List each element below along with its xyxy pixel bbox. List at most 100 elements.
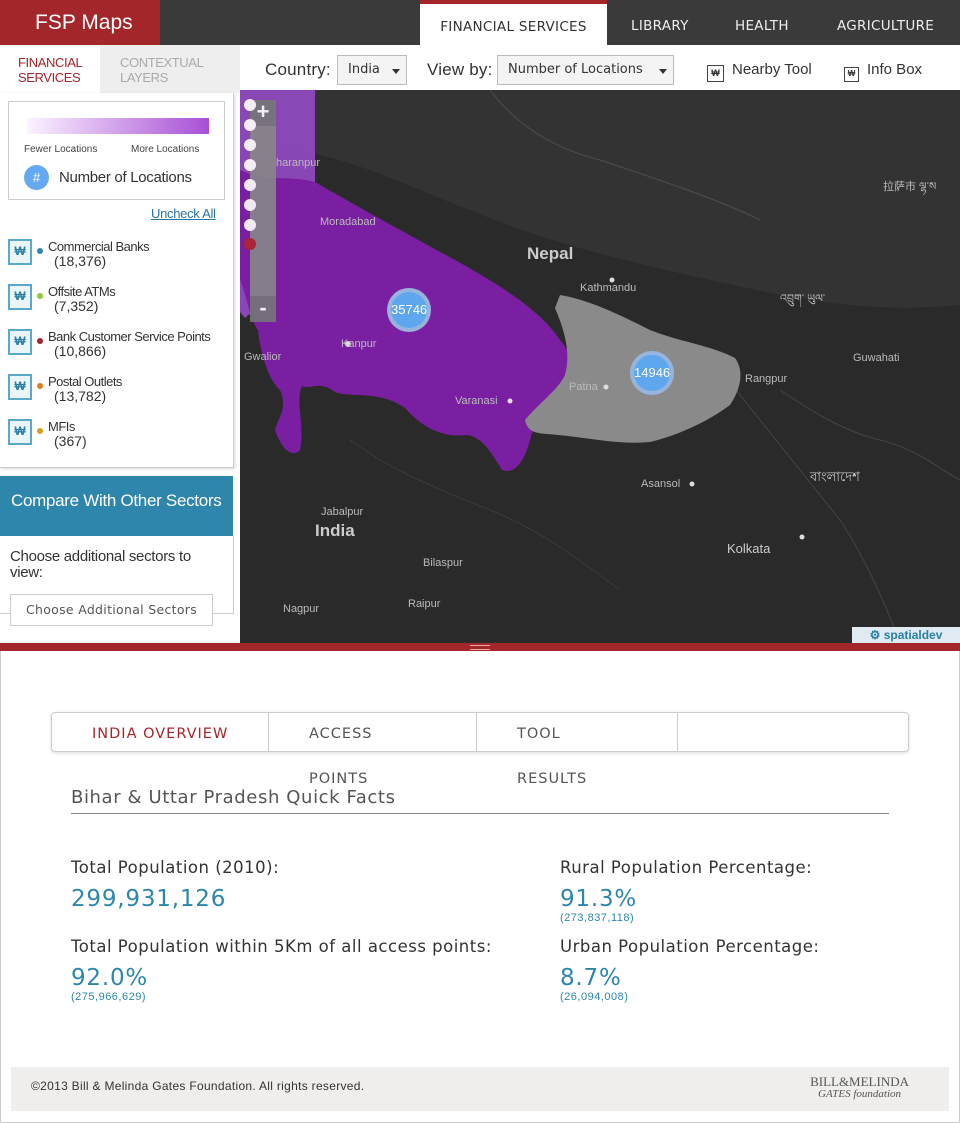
border-line: [779, 389, 960, 481]
compare-prompt: Choose additional sectors to view:: [10, 548, 191, 581]
city-marker: [603, 384, 609, 390]
map-label-varanasi: Varanasi: [455, 395, 498, 407]
footer: ©2013 Bill & Melinda Gates Foundation. A…: [11, 1067, 949, 1111]
hash-icon: #: [24, 165, 49, 190]
map-label-kanpur: Kanpur: [341, 338, 377, 350]
country-label: Country:: [265, 60, 331, 79]
map-label-saharanpur: haranpur: [276, 157, 321, 169]
layer-commercial-banks[interactable]: ₩ Commercial Banks (18,376): [8, 239, 233, 273]
layer-name: Commercial Banks: [48, 239, 150, 254]
viewby-select[interactable]: Number of Locations: [497, 55, 674, 85]
map-label-bangladesh: বাংলাদেশ: [810, 469, 860, 484]
legend-gradient: [27, 118, 209, 134]
bank-icon[interactable]: ₩: [8, 239, 32, 265]
himalaya-region: [240, 90, 960, 308]
bank-icon[interactable]: ₩: [8, 329, 32, 355]
layer-color-dot: [37, 338, 43, 344]
layer-color-dot: [37, 293, 43, 299]
city-marker: [799, 534, 805, 540]
tab-tool-results[interactable]: TOOL: [517, 726, 561, 742]
zoom-level-dot[interactable]: [244, 119, 256, 131]
border-line: [349, 439, 621, 591]
country-select[interactable]: India: [337, 55, 407, 85]
zoom-level-dot[interactable]: [244, 179, 256, 191]
bank-icon[interactable]: ₩: [8, 284, 32, 310]
bottom-tabs-bar: [51, 712, 909, 752]
within5km-sub: (275,966,629): [71, 991, 146, 1003]
panel-divider[interactable]: [0, 643, 960, 651]
map-label-nagpur: Nagpur: [283, 603, 320, 615]
viewby-label: View by:: [427, 60, 493, 79]
zoom-control: + -: [244, 99, 276, 322]
app-title[interactable]: FSP Maps: [0, 0, 160, 45]
tab-financial-services-label: FINANCIAL SERVICES: [18, 55, 82, 85]
zoom-level-dot[interactable]: [244, 199, 256, 211]
map-label-india: India: [315, 521, 355, 540]
layer-name: Offsite ATMs: [48, 284, 116, 299]
tab-access-points[interactable]: ACCESS: [309, 726, 373, 742]
bank-icon[interactable]: ₩: [8, 374, 32, 400]
nav-health[interactable]: HEALTH: [735, 18, 789, 34]
layer-postal-outlets[interactable]: ₩ Postal Outlets (13,782): [8, 374, 233, 408]
nav-agriculture[interactable]: AGRICULTURE: [837, 18, 935, 34]
total-population-label: Total Population (2010):: [71, 858, 280, 877]
map-label-raipur: Raipur: [408, 598, 441, 610]
rural-value: 91.3%: [560, 886, 638, 912]
bank-icon[interactable]: ₩: [8, 419, 32, 445]
map-attribution[interactable]: ⚙ spatialdev: [852, 627, 960, 643]
choose-sectors-button[interactable]: Choose Additional Sectors: [10, 594, 213, 626]
zoom-level-dot[interactable]: [244, 159, 256, 171]
country-select-value: India: [348, 62, 380, 77]
quick-facts-title: Bihar & Uttar Pradesh Quick Facts: [71, 787, 889, 814]
map-canvas[interactable]: haranpur Moradabad Nepal Kathmandu 拉萨市 ལ…: [240, 90, 960, 643]
nav-financial-services[interactable]: FINANCIAL SERVICES: [420, 0, 607, 45]
nearby-tool-label: Nearby Tool: [732, 61, 812, 78]
map-label-kathmandu: Kathmandu: [580, 282, 637, 294]
tab-tool-results-line2[interactable]: RESULTS: [517, 771, 588, 787]
layer-offsite-atms[interactable]: ₩ Offsite ATMs (7,352): [8, 284, 233, 318]
nearby-tool-icon: ₩: [707, 65, 724, 82]
map-label-bhutan: འབྲུག་ ཡུལ་: [780, 293, 826, 305]
gear-icon: ⚙: [869, 628, 881, 642]
tab-india-overview[interactable]: INDIA OVERVIEW: [92, 726, 229, 742]
zoom-level-dot-active[interactable]: [244, 238, 256, 250]
legend-metric-label: Number of Locations: [59, 169, 192, 186]
layer-mfis[interactable]: ₩ MFIs (367): [8, 419, 233, 453]
legend-more-label: More Locations: [131, 144, 200, 155]
resize-grip-icon[interactable]: [470, 645, 490, 650]
chevron-down-icon: [659, 69, 667, 74]
nearby-tool-button[interactable]: ₩ Nearby Tool: [707, 61, 812, 82]
map-label-moradabad: Moradabad: [320, 216, 376, 228]
logo-line1: BILL&MELINDA: [810, 1074, 909, 1089]
tab-financial-services[interactable]: FINANCIAL SERVICES: [0, 45, 100, 93]
within5km-value: 92.0%: [71, 965, 149, 991]
legend-fewer-label: Fewer Locations: [24, 144, 98, 155]
zoom-level-dot[interactable]: [244, 99, 256, 111]
tab-contextual-layers[interactable]: CONTEXTUAL LAYERS: [100, 45, 240, 93]
urban-label: Urban Population Percentage:: [560, 937, 820, 956]
urban-value: 8.7%: [560, 965, 622, 991]
cluster-marker-bihar[interactable]: 14946: [630, 351, 674, 395]
zoom-level-dot[interactable]: [244, 219, 256, 231]
layer-color-dot: [37, 383, 43, 389]
info-box-label: Info Box: [867, 61, 923, 78]
legend-box: Fewer Locations More Locations # Number …: [8, 101, 225, 200]
viewby-select-value: Number of Locations: [508, 62, 643, 77]
tab-access-points-line2[interactable]: POINTS: [309, 771, 369, 787]
urban-sub: (26,094,008): [560, 991, 629, 1003]
copyright-text: ©2013 Bill & Melinda Gates Foundation. A…: [31, 1079, 365, 1093]
cluster-marker-up[interactable]: 35746: [387, 288, 431, 332]
logo-line2: GATES foundation: [818, 1088, 902, 1100]
layer-bank-customer-service-points[interactable]: ₩ Bank Customer Service Points (10,866): [8, 329, 233, 363]
zoom-out-button[interactable]: -: [250, 296, 276, 322]
zoom-level-dot[interactable]: [244, 139, 256, 151]
gates-foundation-logo[interactable]: BILL&MELINDA GATES foundation: [810, 1075, 909, 1101]
map-label-rangpur: Rangpur: [745, 373, 788, 385]
within5km-label: Total Population within 5Km of all acces…: [71, 937, 492, 956]
info-box-button[interactable]: ₩ Info Box: [844, 61, 922, 82]
city-marker: [609, 277, 615, 283]
nav-library[interactable]: LIBRARY: [631, 18, 689, 34]
map-svg: [240, 90, 960, 643]
uncheck-all-link[interactable]: Uncheck All: [151, 206, 216, 221]
rural-sub: (273,837,118): [560, 912, 635, 924]
